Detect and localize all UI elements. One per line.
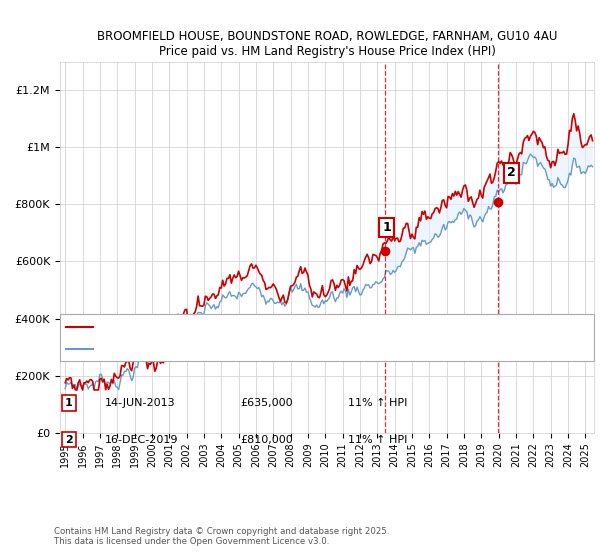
Text: £810,000: £810,000 [240,435,293,445]
Text: 1: 1 [65,398,73,408]
Text: 2: 2 [508,166,516,179]
Text: BROOMFIELD HOUSE, BOUNDSTONE ROAD, ROWLEDGE, FARNHAM, GU10 4AU (detached hous: BROOMFIELD HOUSE, BOUNDSTONE ROAD, ROWLE… [99,323,546,332]
Text: 11% ↑ HPI: 11% ↑ HPI [348,398,407,408]
Text: Contains HM Land Registry data © Crown copyright and database right 2025.
This d: Contains HM Land Registry data © Crown c… [54,526,389,546]
Text: 1: 1 [382,221,391,234]
Text: HPI: Average price, detached house, Waverley: HPI: Average price, detached house, Wave… [99,345,319,354]
Title: BROOMFIELD HOUSE, BOUNDSTONE ROAD, ROWLEDGE, FARNHAM, GU10 4AU
Price paid vs. HM: BROOMFIELD HOUSE, BOUNDSTONE ROAD, ROWLE… [97,30,557,58]
Text: £635,000: £635,000 [240,398,293,408]
Text: 11% ↑ HPI: 11% ↑ HPI [348,435,407,445]
Text: 14-JUN-2013: 14-JUN-2013 [105,398,176,408]
Text: 16-DEC-2019: 16-DEC-2019 [105,435,179,445]
Text: 2: 2 [65,435,73,445]
